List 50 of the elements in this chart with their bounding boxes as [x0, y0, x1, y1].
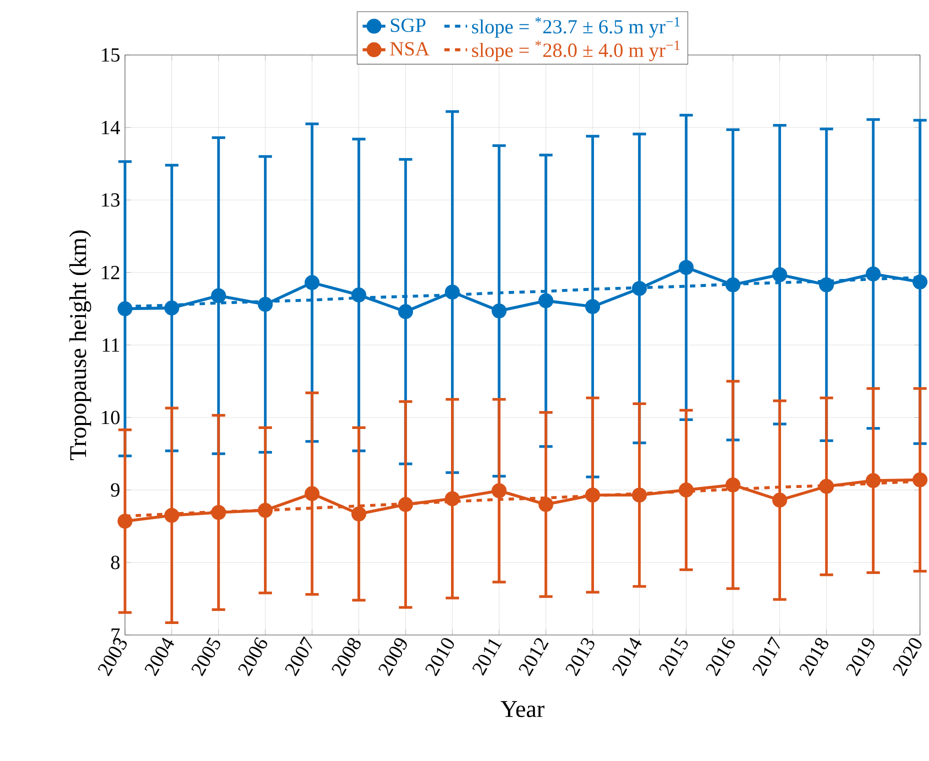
point: [304, 275, 320, 290]
point: [398, 497, 414, 512]
y-tick-label: 9: [110, 483, 120, 497]
point: [351, 506, 366, 522]
point: [585, 488, 600, 503]
point: [164, 508, 180, 523]
y-tick-label: 8: [111, 556, 120, 570]
legend-label: slope = $^{*}$23.7 ± 6.5 m yr$^{−1}$: [472, 17, 680, 38]
point: [351, 288, 366, 302]
point: [538, 497, 554, 512]
point: [912, 274, 928, 290]
point: [538, 293, 554, 308]
point: [678, 260, 694, 275]
point: [866, 266, 881, 282]
y-tick-label: 11: [102, 338, 120, 352]
legend-label: NSA: [390, 42, 430, 56]
point: [444, 284, 460, 300]
point: [211, 504, 226, 520]
point: [772, 492, 788, 508]
point: [632, 488, 647, 503]
y-tick-label: 10: [102, 410, 120, 424]
point: [632, 280, 647, 296]
point: [725, 277, 740, 292]
x-axis-title: Year: [500, 701, 544, 718]
y-tick-label: 12: [102, 266, 120, 280]
point: [818, 277, 834, 292]
y-tick-label: 14: [102, 120, 120, 134]
point: [912, 472, 928, 488]
point: [118, 514, 132, 529]
point: [258, 296, 273, 312]
point: [211, 288, 226, 304]
point: [492, 303, 507, 318]
point: [398, 304, 414, 320]
legend-label: slope = $^{*}$28.0 ± 4.0 m yr$^{−1}$: [472, 40, 680, 62]
point: [818, 478, 834, 494]
point: [585, 299, 600, 314]
point: [492, 483, 507, 498]
point: [304, 486, 320, 502]
point: [678, 482, 694, 498]
point: [866, 473, 881, 488]
point: [725, 477, 740, 492]
legend-label: SGP: [390, 18, 426, 32]
point: [118, 301, 132, 316]
point: [164, 300, 180, 316]
y-tick-label: 13: [102, 193, 120, 207]
point: [258, 502, 273, 518]
point: [444, 491, 460, 506]
y-tick-label: 15: [102, 48, 120, 62]
y-axis-title: Tropopause height (km): [69, 230, 92, 460]
point: [772, 267, 788, 282]
